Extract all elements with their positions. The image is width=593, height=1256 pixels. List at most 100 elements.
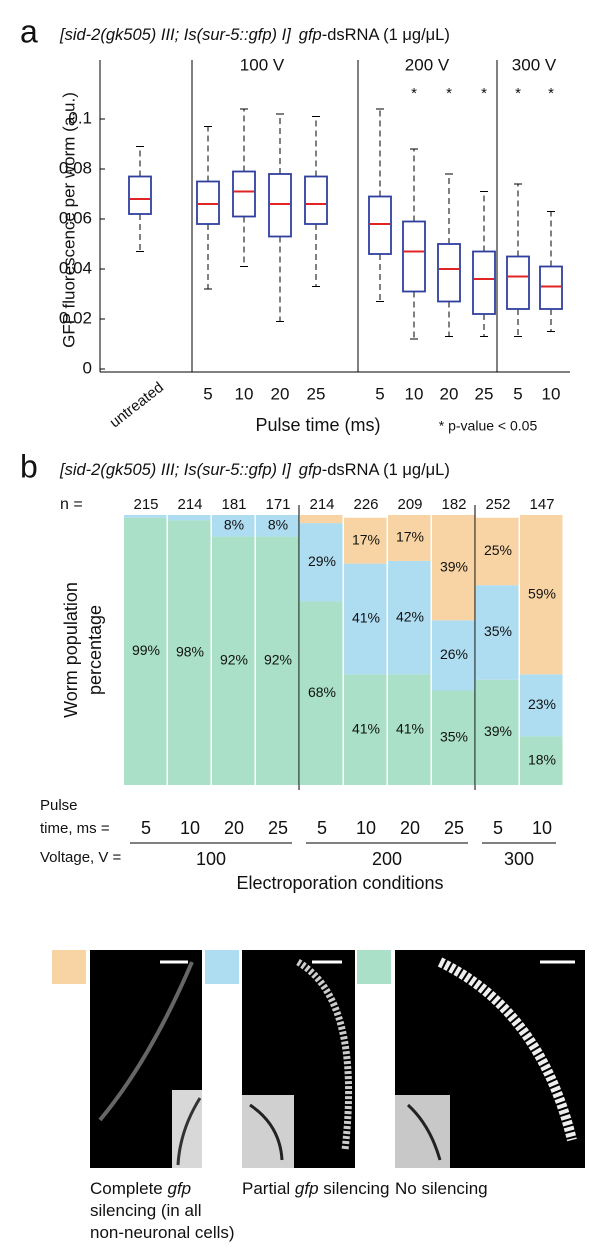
box	[403, 222, 425, 292]
value-label: 39%	[484, 723, 512, 739]
page: a[sid-2(gk505) III; Is(sur-5::gfp) I]gfp…	[0, 0, 593, 1256]
group-label: 100 V	[240, 55, 285, 74]
box	[540, 267, 562, 310]
x-tick-label: 10	[356, 818, 376, 838]
value-label: 41%	[352, 610, 380, 626]
value-label: 35%	[484, 623, 512, 639]
caption: Complete gfp silencing (in all non-neuro…	[90, 1178, 240, 1244]
bar-segment	[124, 515, 167, 518]
significance-marker: *	[548, 85, 554, 102]
figure: a[sid-2(gk505) III; Is(sur-5::gfp) I]gfp…	[0, 0, 593, 1256]
box	[129, 177, 151, 215]
n-value: 147	[529, 496, 554, 513]
x-tick-label: 10	[180, 818, 200, 838]
significance-marker: *	[481, 85, 487, 102]
group-label: 300	[504, 849, 534, 869]
panel-label: a	[20, 13, 38, 49]
box	[438, 244, 460, 302]
value-label: 99%	[132, 642, 160, 658]
x-tick-label: 25	[268, 818, 288, 838]
box	[507, 257, 529, 310]
title-rest: -dsRNA (1 μg/μL)	[322, 461, 450, 479]
caption-text: gfp	[295, 1179, 319, 1198]
group-label: 100	[196, 849, 226, 869]
x-tick-label: 10	[405, 384, 424, 403]
significance-marker: *	[446, 85, 452, 102]
group-label: 300 V	[512, 55, 557, 74]
value-label: 18%	[528, 751, 556, 767]
pulse-label: time, ms =	[40, 820, 110, 837]
x-tick-label: 20	[271, 384, 290, 403]
box	[305, 177, 327, 225]
value-label: 92%	[264, 652, 292, 668]
value-label: 41%	[352, 720, 380, 736]
panel-label: b	[20, 448, 38, 484]
n-value: 171	[265, 496, 290, 513]
x-tick-label: 5	[513, 384, 522, 403]
value-label: 39%	[440, 558, 468, 574]
n-value: 214	[177, 496, 202, 513]
x-axis-label: Electroporation conditions	[236, 873, 443, 893]
value-label: 25%	[484, 542, 512, 558]
value-label: 42%	[396, 608, 424, 624]
caption-text: Partial	[242, 1179, 295, 1198]
caption-text: No silencing	[395, 1179, 488, 1198]
n-value: 252	[485, 496, 510, 513]
caption: No silencing	[395, 1178, 545, 1200]
x-tick-label: 20	[440, 384, 459, 403]
n-label: n =	[60, 496, 83, 513]
x-tick-label: 10	[235, 384, 254, 403]
n-value: 215	[133, 496, 158, 513]
significance-marker: *	[411, 85, 417, 102]
y-axis-label: GFP fluorescence per worm (a.u.)	[59, 92, 78, 348]
y-axis-label: percentage	[85, 605, 105, 695]
title-rnai: gfp	[299, 26, 322, 44]
group-label: 200	[372, 849, 402, 869]
caption-text: Complete	[90, 1179, 167, 1198]
value-label: 68%	[308, 684, 336, 700]
panel-title: [sid-2(gk505) III; Is(sur-5::gfp) I] gfp-…	[59, 461, 450, 479]
value-label: 35%	[440, 728, 468, 744]
micrographs	[90, 950, 585, 1168]
bar-segment	[300, 515, 343, 523]
x-tick-label: untreated	[106, 379, 166, 431]
voltage-label: Voltage, V =	[40, 849, 122, 866]
x-axis-label: Pulse time (ms)	[255, 415, 380, 435]
n-value: 214	[309, 496, 334, 513]
bar-segment	[168, 515, 211, 520]
significance-marker: *	[515, 85, 521, 102]
x-tick-label: 10	[532, 818, 552, 838]
n-value: 182	[441, 496, 466, 513]
value-label: 26%	[440, 646, 468, 662]
panel-title: [sid-2(gk505) III; Is(sur-5::gfp) I]gfp-…	[59, 26, 450, 44]
caption-text: gfp	[167, 1179, 191, 1198]
x-tick-label: 25	[444, 818, 464, 838]
color-swatch	[205, 950, 239, 984]
x-tick-label: 5	[141, 818, 151, 838]
caption-text: silencing	[319, 1179, 390, 1198]
x-tick-label: 20	[400, 818, 420, 838]
box	[269, 174, 291, 237]
value-label: 8%	[268, 517, 288, 533]
value-label: 23%	[528, 696, 556, 712]
title-genotype: [sid-2(gk505) III; Is(sur-5::gfp) I]	[59, 461, 291, 479]
x-tick-label: 5	[493, 818, 503, 838]
group-label: 200 V	[405, 55, 450, 74]
x-tick-label: 10	[542, 384, 561, 403]
x-tick-label: 5	[203, 384, 212, 403]
n-value: 226	[353, 496, 378, 513]
value-label: 17%	[352, 531, 380, 547]
value-label: 92%	[220, 652, 248, 668]
y-axis-label: Worm population	[61, 582, 81, 718]
color-swatch	[52, 950, 86, 984]
value-label: 98%	[176, 643, 204, 659]
box	[369, 197, 391, 255]
x-tick-label: 5	[317, 818, 327, 838]
n-value: 181	[221, 496, 246, 513]
caption: Partial gfp silencing	[242, 1178, 392, 1200]
inset	[395, 1095, 450, 1168]
x-tick-label: 25	[307, 384, 326, 403]
x-tick-label: 25	[475, 384, 494, 403]
value-label: 29%	[308, 553, 336, 569]
title-rnai: gfp	[299, 461, 322, 479]
